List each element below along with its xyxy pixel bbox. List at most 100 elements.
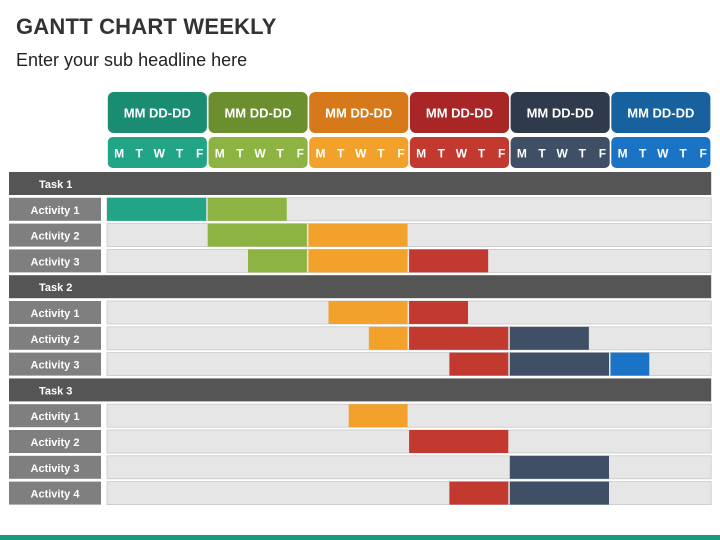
day-label: F — [397, 147, 404, 161]
activity-label-cell — [9, 481, 101, 505]
activity-track — [106, 403, 712, 428]
gantt-bar-segment — [509, 326, 589, 350]
task-label: Task 2 — [39, 282, 72, 294]
week-header-label: MM DD-DD — [627, 106, 694, 121]
day-label: W — [254, 147, 266, 161]
task-label: Task 1 — [39, 179, 72, 191]
gantt-bar-segment — [107, 197, 207, 221]
task-row — [9, 378, 712, 402]
task-row — [9, 172, 712, 195]
week-days-header — [510, 137, 610, 168]
day-label: F — [196, 147, 203, 161]
day-label: W — [657, 147, 669, 161]
activity-label-cell — [9, 430, 101, 453]
week-header — [510, 92, 610, 133]
task-label: Task 3 — [39, 385, 72, 397]
activity-label-cell — [9, 223, 101, 247]
week-header-label: MM DD-DD — [426, 106, 493, 121]
day-label: T — [538, 147, 546, 161]
day-label: T — [136, 147, 144, 161]
week-header-label: MM DD-DD — [527, 106, 594, 121]
gantt-bar-segment — [409, 301, 469, 324]
day-label: T — [176, 147, 184, 161]
day-label: F — [297, 147, 304, 161]
gantt-bar-segment — [308, 223, 408, 247]
gantt-bar-segment — [207, 223, 307, 247]
task-row — [9, 275, 712, 299]
gantt-bar-segment — [610, 352, 650, 376]
week-header — [107, 92, 207, 133]
activity-track — [106, 455, 712, 480]
activity-label-cell — [9, 404, 101, 428]
day-label: T — [579, 147, 587, 161]
day-label: T — [277, 147, 285, 161]
gantt-bar-segment — [509, 352, 609, 376]
gantt-bar-segment — [368, 326, 408, 350]
day-label: M — [114, 147, 124, 161]
gantt-bar-segment — [308, 249, 408, 273]
gantt-bar-segment — [348, 404, 408, 428]
day-label: T — [679, 147, 687, 161]
day-label: W — [456, 147, 468, 161]
activity-label: Activity 3 — [31, 360, 80, 372]
activity-label: Activity 4 — [31, 489, 81, 501]
day-label: T — [438, 147, 446, 161]
week-days-header — [309, 137, 409, 168]
day-label: M — [517, 147, 527, 161]
day-label: W — [355, 147, 367, 161]
gantt-bar-segment — [409, 249, 489, 273]
activity-label: Activity 2 — [31, 437, 80, 449]
week-header-label: MM DD-DD — [224, 106, 291, 121]
activity-label-cell — [9, 455, 101, 479]
day-label: W — [154, 147, 166, 161]
page-title: GANTT CHART WEEKLY — [16, 14, 277, 39]
activity-label: Activity 3 — [31, 463, 80, 475]
activity-label: Activity 1 — [31, 411, 80, 423]
bottom-accent-bar — [0, 535, 720, 540]
day-label: M — [215, 147, 225, 161]
week-header-label: MM DD-DD — [325, 106, 392, 121]
day-label: T — [377, 147, 385, 161]
day-label: T — [639, 147, 647, 161]
gantt-bar-segment — [509, 481, 609, 505]
week-days-header — [107, 137, 207, 168]
activity-label-cell — [9, 197, 101, 221]
gantt-bar-segment — [409, 430, 509, 453]
day-label: T — [337, 147, 345, 161]
day-label: T — [478, 147, 486, 161]
activity-label: Activity 1 — [31, 308, 80, 320]
activity-label: Activity 2 — [31, 334, 80, 346]
week-days-header — [611, 137, 711, 168]
page-subtitle: Enter your sub headline here — [16, 50, 248, 70]
week-header-label: MM DD-DD — [124, 106, 191, 121]
activity-label: Activity 2 — [31, 231, 80, 243]
week-header — [409, 92, 509, 133]
activity-label-cell — [9, 352, 101, 376]
activity-label: Activity 1 — [31, 205, 80, 217]
activity-label-cell — [9, 326, 101, 350]
gantt-bar-segment — [409, 326, 509, 350]
gantt-bar-segment — [328, 301, 408, 324]
week-header — [309, 92, 409, 133]
day-label: M — [618, 147, 628, 161]
gantt-bar-segment — [449, 352, 509, 376]
day-label: F — [699, 147, 706, 161]
activity-label: Activity 3 — [31, 256, 80, 268]
day-label: M — [416, 147, 426, 161]
gantt-bar-segment — [207, 197, 287, 221]
week-days-header — [208, 137, 308, 168]
week-days-header — [409, 137, 509, 168]
day-label: T — [236, 147, 244, 161]
day-label: F — [599, 147, 606, 161]
day-label: W — [556, 147, 568, 161]
day-label: F — [498, 147, 505, 161]
activity-label-cell — [9, 249, 101, 273]
activity-label-cell — [9, 301, 101, 324]
gantt-bar-segment — [449, 481, 509, 505]
activity-track — [106, 223, 712, 248]
week-header — [611, 92, 711, 133]
activity-track — [106, 481, 712, 506]
week-header — [208, 92, 308, 133]
day-label: M — [315, 147, 325, 161]
